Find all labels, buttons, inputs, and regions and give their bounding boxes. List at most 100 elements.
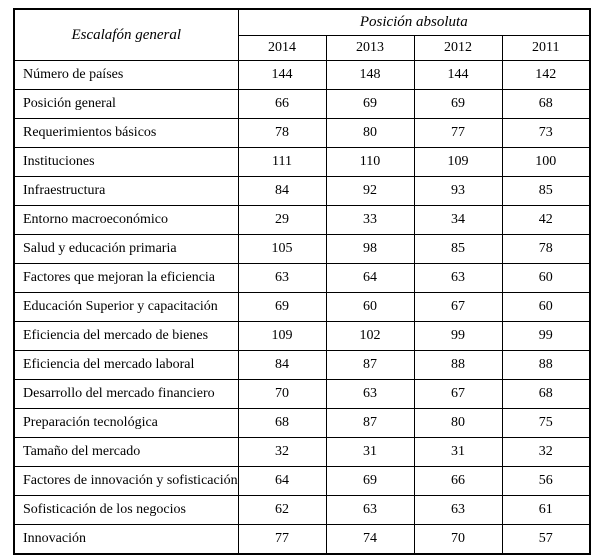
cell-value: 80	[325, 118, 415, 148]
row-label: Eficiencia del mercado laboral	[13, 350, 239, 380]
cell-value: 78	[237, 118, 327, 148]
row-label: Instituciones	[13, 147, 239, 177]
cell-value: 69	[237, 292, 327, 322]
table-row: Posición general 66 69 69 68	[13, 89, 591, 119]
cell-value: 98	[325, 234, 415, 264]
row-label: Número de países	[13, 60, 239, 90]
cell-value: 100	[501, 147, 591, 177]
cell-value: 84	[237, 176, 327, 206]
cell-value: 77	[413, 118, 503, 148]
cell-value: 33	[325, 205, 415, 235]
cell-value: 85	[501, 176, 591, 206]
cell-value: 29	[237, 205, 327, 235]
cell-value: 80	[413, 408, 503, 438]
group-header: Posición absoluta	[237, 8, 591, 36]
corner-header: Escalafón general	[13, 8, 239, 61]
cell-value: 99	[413, 321, 503, 351]
year-header: 2011	[501, 35, 591, 61]
cell-value: 63	[413, 495, 503, 525]
cell-value: 69	[325, 466, 415, 496]
cell-value: 110	[325, 147, 415, 177]
table-row: Preparación tecnológica 68 87 80 75	[13, 408, 591, 438]
cell-value: 93	[413, 176, 503, 206]
cell-value: 144	[413, 60, 503, 90]
cell-value: 63	[237, 263, 327, 293]
table-row: Tamaño del mercado 32 31 31 32	[13, 437, 591, 467]
table-row: Factores de innovación y sofisticación 64…	[13, 466, 591, 496]
cell-value: 32	[501, 437, 591, 467]
cell-value: 73	[501, 118, 591, 148]
row-label: Preparación tecnológica	[13, 408, 239, 438]
cell-value: 84	[237, 350, 327, 380]
row-label: Infraestructura	[13, 176, 239, 206]
cell-value: 69	[413, 89, 503, 119]
table-row: Desarrollo del mercado financiero 70 63 67 6…	[13, 379, 591, 409]
cell-value: 60	[501, 263, 591, 293]
cell-value: 42	[501, 205, 591, 235]
cell-value: 64	[325, 263, 415, 293]
table-row: Factores que mejoran la eficiencia 63 64 63…	[13, 263, 591, 293]
table-row: Entorno macroeconómico 29 33 34 42	[13, 205, 591, 235]
cell-value: 111	[237, 147, 327, 177]
cell-value: 67	[413, 292, 503, 322]
cell-value: 57	[501, 524, 591, 555]
cell-value: 77	[237, 524, 327, 555]
cell-value: 69	[325, 89, 415, 119]
cell-value: 105	[237, 234, 327, 264]
row-label: Requerimientos básicos	[13, 118, 239, 148]
row-label: Tamaño del mercado	[13, 437, 239, 467]
cell-value: 63	[325, 379, 415, 409]
position-table: Escalafón general Posición absoluta 2014…	[13, 8, 592, 555]
cell-value: 31	[413, 437, 503, 467]
cell-value: 68	[501, 89, 591, 119]
cell-value: 68	[501, 379, 591, 409]
cell-value: 63	[325, 495, 415, 525]
cell-value: 67	[413, 379, 503, 409]
cell-value: 144	[237, 60, 327, 90]
cell-value: 68	[237, 408, 327, 438]
row-label: Salud y educación primaria	[13, 234, 239, 264]
row-label: Educación Superior y capacitación	[13, 292, 239, 322]
header-row-group: Escalafón general Posición absoluta	[13, 8, 591, 61]
cell-value: 88	[413, 350, 503, 380]
cell-value: 109	[237, 321, 327, 351]
cell-value: 99	[501, 321, 591, 351]
row-label: Eficiencia del mercado de bienes	[13, 321, 239, 351]
row-label: Entorno macroeconómico	[13, 205, 239, 235]
row-label: Factores que mejoran la eficiencia	[13, 263, 239, 293]
table-row: Instituciones 111 110 109 100	[13, 147, 591, 177]
cell-value: 32	[237, 437, 327, 467]
cell-value: 109	[413, 147, 503, 177]
row-label: Sofisticación de los negocios	[13, 495, 239, 525]
cell-value: 75	[501, 408, 591, 438]
cell-value: 142	[501, 60, 591, 90]
row-label: Factores de innovación y sofisticación	[13, 466, 239, 496]
cell-value: 63	[413, 263, 503, 293]
cell-value: 34	[413, 205, 503, 235]
row-label: Innovación	[13, 524, 239, 555]
table-row: Número de países 144 148 144 142	[13, 60, 591, 90]
row-label: Posición general	[13, 89, 239, 119]
cell-value: 66	[413, 466, 503, 496]
year-header: 2012	[413, 35, 503, 61]
cell-value: 74	[325, 524, 415, 555]
table-row: Infraestructura 84 92 93 85	[13, 176, 591, 206]
cell-value: 70	[413, 524, 503, 555]
cell-value: 102	[325, 321, 415, 351]
table-row: Sofisticación de los negocios 62 63 63 61	[13, 495, 591, 525]
table-row: Innovación 77 74 70 57	[13, 524, 591, 555]
cell-value: 66	[237, 89, 327, 119]
cell-value: 88	[501, 350, 591, 380]
cell-value: 85	[413, 234, 503, 264]
table-row: Educación Superior y capacitación 69 60 67 6…	[13, 292, 591, 322]
table-row: Eficiencia del mercado laboral 84 87 88 88	[13, 350, 591, 380]
cell-value: 62	[237, 495, 327, 525]
cell-value: 31	[325, 437, 415, 467]
cell-value: 70	[237, 379, 327, 409]
cell-value: 92	[325, 176, 415, 206]
row-label: Desarrollo del mercado financiero	[13, 379, 239, 409]
cell-value: 64	[237, 466, 327, 496]
cell-value: 78	[501, 234, 591, 264]
table-row: Eficiencia del mercado de bienes 109 102 99…	[13, 321, 591, 351]
